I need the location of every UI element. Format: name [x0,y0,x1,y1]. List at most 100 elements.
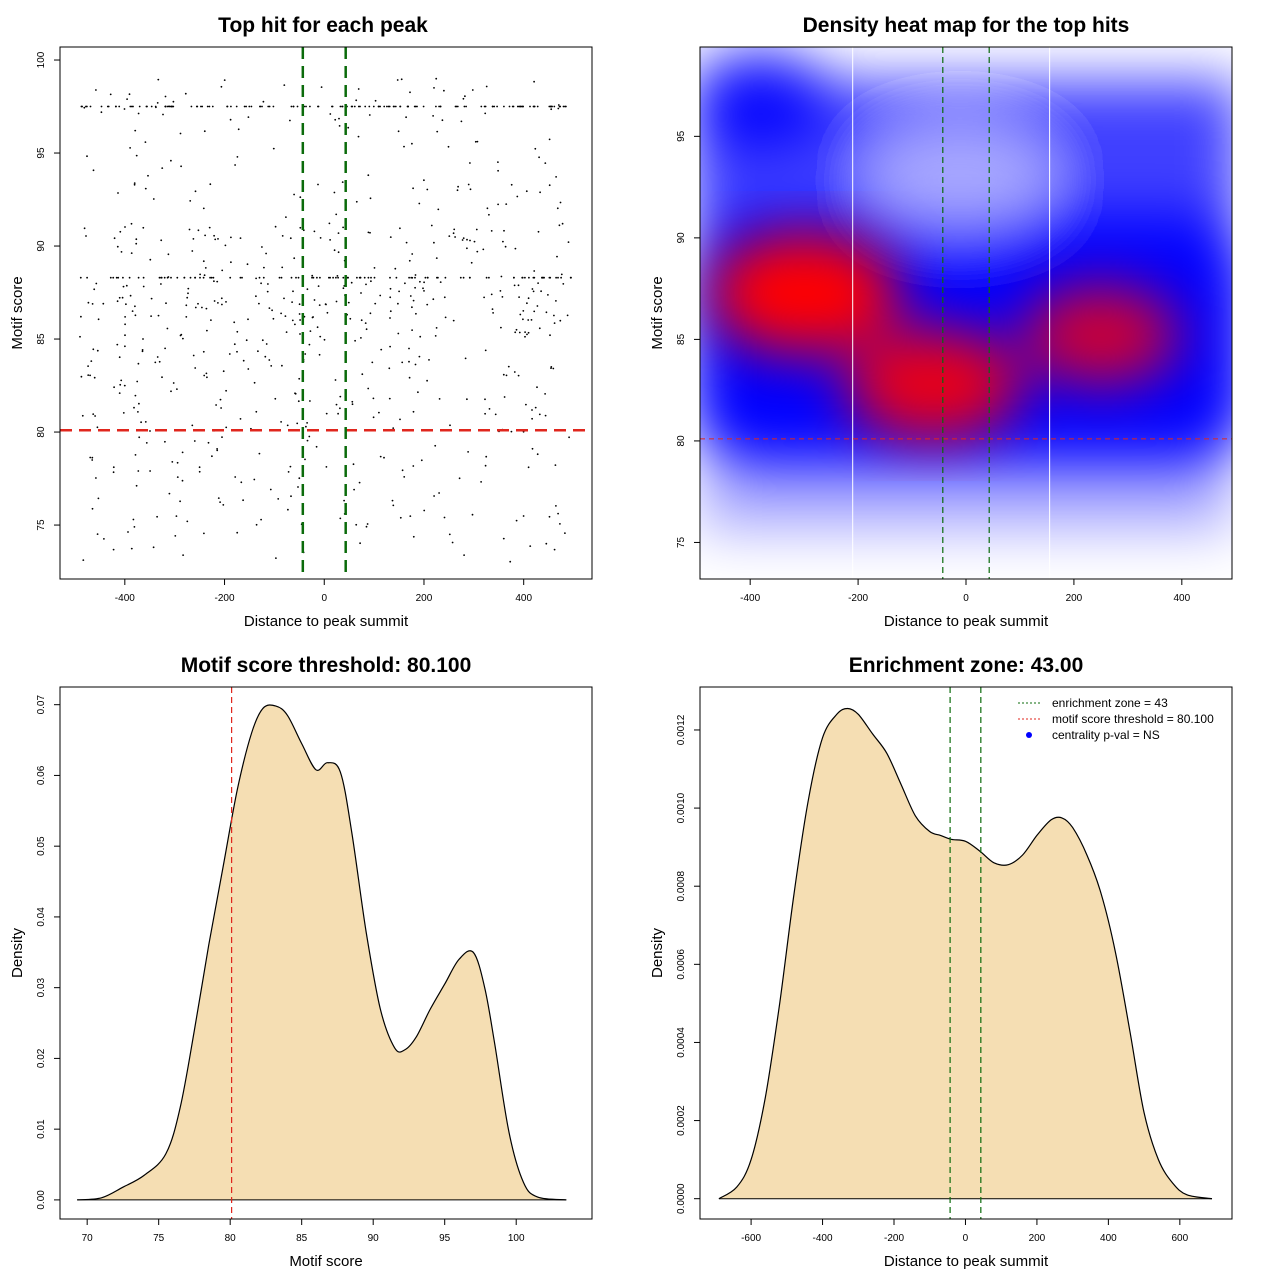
scatter-point [501,296,504,298]
scatter-point [299,319,301,321]
scatter-point [342,226,344,229]
scatter-point [92,169,95,172]
scatter-point [459,276,462,279]
scatter-point [533,310,536,313]
scatter-point [557,107,560,110]
scatter-point [439,105,442,108]
scatter-point [129,105,132,108]
scatter-point [162,113,164,116]
scatter-point [480,105,483,108]
scatter-point [557,276,559,279]
scatter-point [365,525,368,528]
scatter-point [187,292,189,295]
scatter-point [216,448,219,450]
legend: enrichment zone = 43 motif score thresho… [1018,696,1214,742]
scatter-point [124,334,126,337]
scatter-point [245,105,248,108]
scatter-point [412,299,415,302]
scatter-point [380,348,383,351]
scatter-point [449,424,451,427]
legend-zone-label: enrichment zone = 43 [1052,696,1168,710]
scatter-point [370,280,372,283]
scatter-point [236,156,239,158]
scatter-point [558,224,561,227]
scatter-point [298,477,301,480]
scatter-point [562,105,565,108]
scatter-point [389,296,392,299]
scatter-point [469,276,471,279]
heatmap-hotspot [846,328,1022,440]
scatter-point [208,226,211,229]
scatter-point [399,516,402,519]
scatter-point [192,354,195,357]
scatter-point [414,274,417,276]
scatter-point [172,105,175,108]
distance-density-panel: Enrichment zone: 43.00 -600 -400 -200 0 200 4… [649,654,1233,1270]
scatter-point [297,400,300,403]
scatter-point [192,238,195,240]
scatter-point [513,284,516,287]
scatter-point [149,470,152,472]
scatter-point [553,548,556,551]
heatmap-corner-blue [700,50,830,150]
legend-threshold-label: motif score threshold = 80.100 [1052,712,1214,726]
scatter-point [342,287,345,290]
scatter-point [203,130,206,133]
scatter-point [186,296,189,299]
scatter-point [419,335,422,338]
scatter-point [296,105,299,108]
scatter-point [461,239,464,241]
scatter-point [150,315,153,317]
scatter-title: Top hit for each peak [218,14,428,37]
scatter-point [241,276,243,279]
legend-pval-marker [1026,732,1032,738]
scatter-point [113,386,115,389]
scatter-point [391,499,394,502]
heatmap-hotspots [709,232,1179,440]
score-density-x-tick-label: 90 [368,1233,380,1244]
scatter-point [265,343,268,345]
scatter-point [471,89,474,91]
scatter-point [137,470,140,472]
scatter-point [220,407,223,409]
scatter-point [367,174,370,177]
scatter-point [107,105,110,108]
scatter-point [389,236,392,239]
distance-density-axes: -600 -400 -200 0 200 400 600 0.0000 0.0002 0.0004… [676,714,1189,1244]
scatter-point [562,283,565,285]
scatter-point [414,105,417,108]
scatter-point [206,376,208,379]
scatter-point [210,276,213,279]
heatmap-title: Density heat map for the top hits [803,14,1130,37]
scatter-point [217,302,219,304]
scatter-point [560,273,563,276]
scatter-point [299,196,302,199]
scatter-point [469,239,471,242]
scatter-point [369,312,372,315]
scatter-point [224,244,227,247]
scatter-point [199,276,201,279]
scatter-point [144,187,147,190]
scatter-point [112,471,115,474]
scatter-point [354,339,356,342]
scatter-point [130,105,133,108]
scatter-point [394,267,397,270]
scatter-point [280,421,282,423]
scatter-point [368,114,371,116]
scatter-point [518,105,520,108]
scatter-point [339,105,342,108]
scatter-point [548,105,551,108]
scatter-point [428,359,430,361]
scatter-point [357,105,360,108]
scatter-point [325,466,328,468]
scatter-point [147,174,149,177]
scatter-point [336,275,339,277]
scatter-point [217,238,219,240]
scatter-point [175,515,178,517]
scatter-point [222,370,225,373]
scatter-point [352,463,355,466]
distance-density-x-tick-label: 200 [1029,1233,1046,1244]
scatter-point [167,253,170,256]
scatter-point [118,356,121,359]
scatter-point [480,481,482,483]
